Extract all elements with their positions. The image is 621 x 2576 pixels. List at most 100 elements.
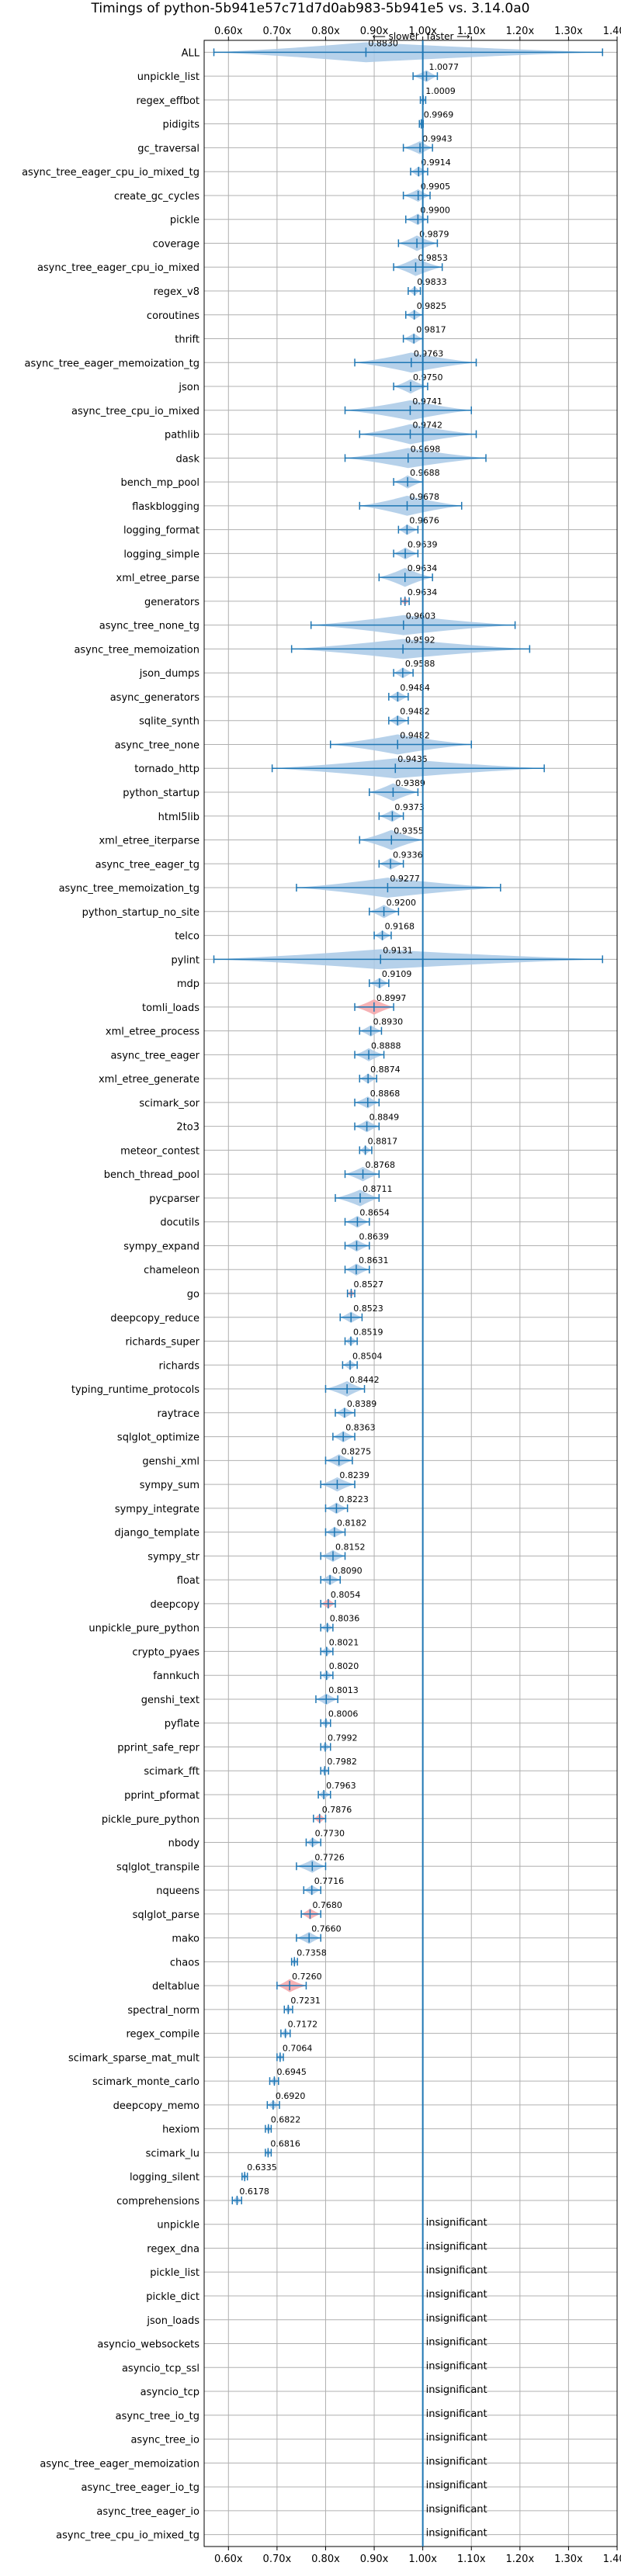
value-label: 0.8036	[330, 1614, 360, 1624]
value-label: 0.9905	[421, 182, 451, 192]
benchmark-label: deepcopy_memo	[113, 2100, 199, 2112]
benchmark-label: pickle_list	[150, 2267, 199, 2279]
benchmark-label: flaskblogging	[132, 501, 199, 513]
x-tick-label-top: 1.30x	[554, 26, 583, 37]
benchmark-label: async_tree_memoization_tg	[59, 883, 199, 895]
value-label: 0.7680	[312, 1900, 342, 1910]
benchmark-label: mako	[172, 1934, 199, 1945]
value-label: 0.7982	[327, 1757, 357, 1767]
benchmark-label: create_gc_cycles	[114, 191, 199, 203]
benchmark-label: scimark_sor	[139, 1098, 199, 1110]
benchmark-label: async_tree_eager_memoization	[40, 2458, 199, 2470]
value-label: 0.9603	[406, 611, 436, 621]
value-label: 0.8275	[342, 1446, 372, 1456]
value-label: 0.9200	[387, 898, 417, 908]
value-label: 0.9969	[424, 110, 454, 120]
value-label: 0.8021	[329, 1637, 359, 1647]
benchmark-label: xml_etree_iterparse	[99, 836, 199, 847]
value-label: 0.8389	[347, 1399, 377, 1409]
benchmark-label: dask	[175, 453, 199, 465]
x-tick-label-top: 0.90x	[360, 26, 389, 37]
value-label: 0.8654	[359, 1208, 390, 1218]
value-label: 0.9676	[409, 516, 439, 526]
benchmark-label: gc_traversal	[137, 143, 199, 154]
benchmark-label: mdp	[177, 978, 199, 990]
insignificant-label: insignificant	[426, 2265, 487, 2277]
benchmark-label: asyncio_websockets	[97, 2339, 199, 2351]
benchmark-label: async_tree_cpu_io_mixed	[71, 406, 199, 417]
benchmark-label: pyflate	[165, 1719, 199, 1730]
benchmark-label: generators	[144, 597, 199, 608]
value-label: 0.9741	[412, 396, 442, 407]
value-label: 0.9750	[413, 372, 443, 383]
benchmark-label: fannkuch	[153, 1671, 199, 1682]
value-label: 0.9168	[385, 922, 415, 932]
value-label: 0.6178	[239, 2186, 269, 2197]
value-label: 0.7726	[314, 1852, 345, 1862]
value-label: 0.8442	[349, 1375, 380, 1385]
benchmark-label: typing_runtime_protocols	[71, 1384, 199, 1396]
value-label: 0.7716	[314, 1876, 345, 1886]
value-label: 0.9833	[417, 277, 447, 287]
value-label: 0.8006	[328, 1709, 359, 1719]
insignificant-label: insignificant	[426, 2480, 487, 2491]
value-label: 0.9277	[390, 874, 420, 884]
benchmark-label: coverage	[153, 238, 199, 250]
benchmark-label: pprint_pformat	[124, 1790, 199, 1802]
benchmark-label: sqlglot_optimize	[117, 1432, 199, 1444]
benchmark-label: deepcopy	[150, 1599, 199, 1611]
x-tick-label-bottom: 1.00x	[408, 2553, 437, 2565]
benchmark-label: json	[178, 382, 199, 393]
value-label: 0.8868	[370, 1089, 401, 1099]
insignificant-label: insignificant	[426, 2432, 487, 2444]
benchmark-label: pidigits	[163, 119, 200, 131]
value-label: 0.7231	[290, 1996, 321, 2006]
insignificant-label: insignificant	[426, 2218, 487, 2229]
benchmark-label: async_tree_none	[115, 739, 199, 751]
value-label: 0.8054	[331, 1590, 361, 1600]
benchmark-label: chaos	[170, 1957, 199, 1968]
benchmark-label: bench_thread_pool	[104, 1169, 199, 1181]
benchmark-label: async_tree_cpu_io_mixed_tg	[56, 2530, 199, 2542]
x-tick-label-bottom: 1.30x	[554, 2553, 583, 2565]
benchmark-label: xml_etree_parse	[116, 573, 199, 584]
benchmark-label: pycparser	[149, 1193, 199, 1205]
benchmark-label: async_tree_eager_cpu_io_mixed_tg	[22, 167, 199, 178]
benchmark-label: spectral_norm	[127, 2005, 199, 2017]
benchmark-label: float	[177, 1575, 199, 1587]
x-tick-label-top: 1.00x	[408, 26, 437, 37]
benchmark-label: sympy_integrate	[115, 1504, 199, 1515]
benchmark-label: docutils	[160, 1217, 199, 1229]
value-label: 0.8527	[353, 1279, 383, 1290]
benchmark-label: pprint_safe_repr	[117, 1742, 199, 1754]
value-label: 0.9825	[417, 301, 447, 311]
benchmark-label: sympy_expand	[123, 1241, 199, 1252]
benchmark-label: logging_simple	[123, 549, 199, 560]
insignificant-label: insignificant	[426, 2289, 487, 2301]
benchmark-label: python_startup	[123, 788, 199, 799]
value-label: 0.9742	[412, 421, 442, 431]
value-label: 0.7064	[283, 2043, 313, 2053]
benchmark-label: richards_super	[125, 1337, 199, 1349]
benchmark-label: regex_v8	[154, 286, 199, 298]
value-label: 0.8874	[370, 1065, 401, 1075]
benchmark-label: raytrace	[157, 1408, 199, 1420]
benchmark-label: scimark_monte_carlo	[92, 2076, 199, 2088]
x-tick-label-top: 0.60x	[214, 26, 243, 37]
insignificant-label: insignificant	[426, 2360, 487, 2372]
value-label: 0.6920	[276, 2091, 306, 2101]
value-label: 0.9484	[400, 683, 430, 693]
value-label: 0.9435	[397, 754, 428, 764]
benchmark-label: async_tree_eager_io	[96, 2506, 199, 2518]
benchmark-label: xml_etree_generate	[99, 1074, 199, 1085]
benchmark-label: genshi_xml	[142, 1456, 199, 1467]
benchmark-label: regex_effbot	[136, 95, 199, 107]
plot-frame	[203, 40, 618, 2547]
value-label: 0.8523	[353, 1304, 383, 1314]
value-label: 0.9688	[410, 468, 440, 478]
value-label: 0.8631	[359, 1255, 389, 1265]
benchmark-label: ALL	[182, 47, 200, 59]
value-label: 0.8013	[328, 1685, 359, 1695]
benchmark-label: html5lib	[158, 812, 199, 823]
